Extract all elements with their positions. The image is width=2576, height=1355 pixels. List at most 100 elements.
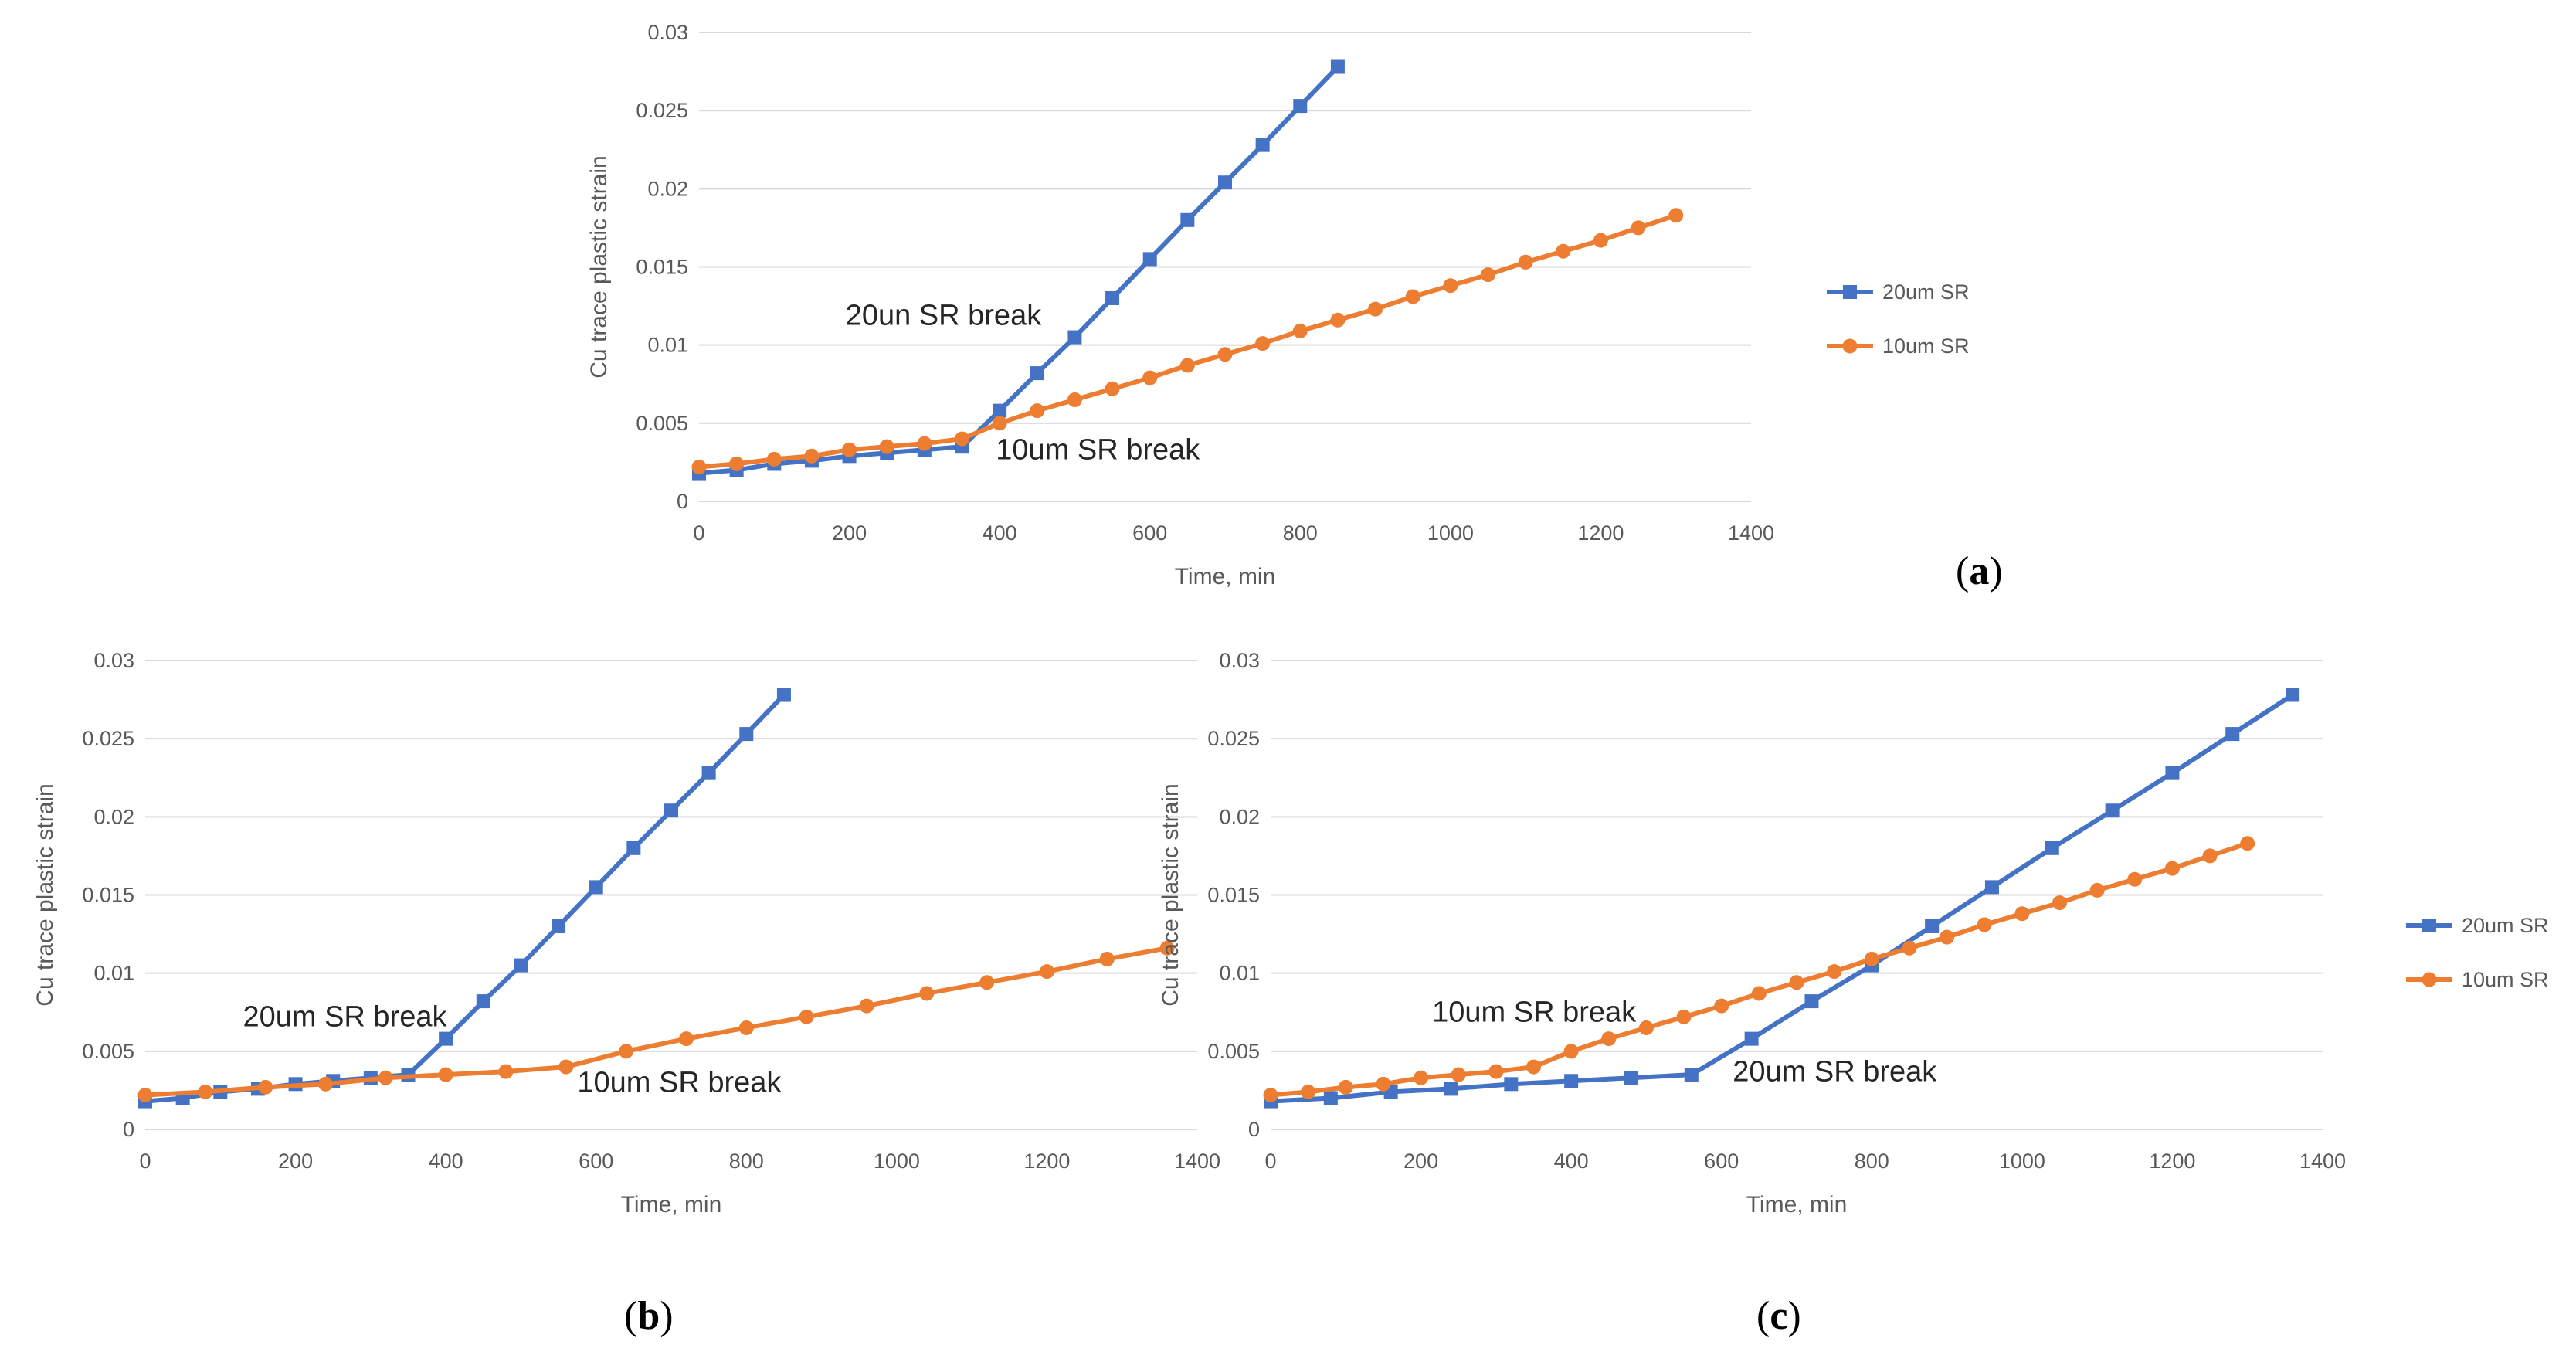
chart-a-annotation-1: 20un SR break	[846, 299, 1042, 331]
chart-b-series-circle-point	[1159, 940, 1175, 956]
chart-a-series-circle-point	[1556, 243, 1571, 259]
chart-c-y-tick-label: 0.01	[1219, 962, 1260, 985]
chart-b-series-square-point	[626, 841, 641, 855]
chart-c-series-square-line	[1270, 692, 2294, 1104]
chart-b-series-circle-point	[198, 1084, 213, 1099]
chart-a-series-square-point	[1218, 175, 1232, 190]
chart-a-series-circle-point	[1030, 403, 1045, 419]
chart-b-series-square-point	[514, 958, 528, 973]
chart-a-series-circle-point	[992, 416, 1007, 431]
chart-c-series-square-point	[2165, 766, 2180, 780]
chart-c-series-square-point	[1744, 1031, 1759, 1046]
chart-c-series-square-point	[1444, 1082, 1458, 1096]
chart-c-legend-swatch-marker	[2422, 972, 2437, 987]
chart-a-series-circle-point	[1368, 301, 1383, 317]
chart-b-series-square-point	[776, 688, 791, 702]
chart-b-y-tick-label: 0.025	[82, 727, 134, 750]
chart-c-series-square-point	[2286, 688, 2300, 702]
chart-a-series-square-point	[1105, 290, 1120, 305]
chart-b-x-tick-label: 0	[139, 1150, 151, 1173]
panel-label-a-close: )	[1989, 549, 2002, 593]
chart-c-series-circle-point	[2127, 871, 2143, 887]
chart-b-series-circle-point	[979, 975, 995, 990]
chart-b-x-tick-label: 1200	[1023, 1150, 1070, 1173]
chart-a-series-circle-point	[1255, 336, 1271, 351]
chart-b-x-axis-label: Time, min	[621, 1192, 722, 1217]
chart-a-series-circle-point	[1593, 233, 1608, 248]
chart-b-series-circle-point	[859, 998, 874, 1014]
chart-c-series-square-point	[1624, 1071, 1638, 1085]
chart-c-series-circle-point	[1977, 917, 1992, 932]
chart-c-series-square-point	[1323, 1091, 1338, 1105]
chart-a-x-tick-label: 1000	[1427, 521, 1474, 545]
chart-c-series-circle-point	[1864, 951, 1879, 966]
chart-a-series-circle-point	[917, 436, 932, 451]
chart-a-series-square-point	[1067, 330, 1082, 345]
chart-a-annotation-2: 10um SR break	[996, 433, 1200, 466]
chart-a-y-tick-label: 0.025	[636, 99, 688, 122]
chart-c-series-circle-point	[2089, 882, 2105, 898]
chart-c-legend-swatch-marker	[2422, 919, 2436, 932]
chart-c-y-tick-label: 0	[1248, 1118, 1260, 1141]
chart-c-series-circle-point	[1376, 1076, 1391, 1092]
chart-panel-c: 0 0.005 0.01 0.015 0.02 0.025 0.03 0 200 400 600 80…	[1158, 649, 2549, 1217]
chart-c-x-tick-label: 0	[1264, 1150, 1276, 1173]
chart-b-series-square-point	[739, 727, 754, 742]
chart-b-series-circle-point	[678, 1031, 694, 1047]
chart-b-series-circle-point	[378, 1070, 393, 1085]
chart-a-x-tick-label: 200	[832, 521, 867, 545]
chart-b-y-tick-label: 0.01	[93, 962, 134, 985]
chart-c-series-circle-point	[2240, 836, 2255, 851]
chart-c-x-tick-label: 1400	[2299, 1150, 2346, 1173]
chart-c-series-square-point	[1564, 1074, 1579, 1088]
chart-c-series-circle-point	[1638, 1020, 1654, 1035]
chart-a-series-circle-point	[1443, 278, 1458, 294]
panel-label-b-open: (	[624, 1294, 637, 1338]
chart-c-series-square-point	[1684, 1068, 1699, 1082]
chart-c-y-tick-label: 0.005	[1207, 1040, 1260, 1063]
chart-a-legend-label: 10um SR	[1882, 335, 1970, 358]
chart-b-series-square-point	[701, 766, 716, 780]
chart-b-series-circle-point	[738, 1020, 754, 1035]
chart-c-series-circle-point	[1301, 1084, 1316, 1099]
chart-a-x-tick-label: 0	[693, 521, 704, 545]
chart-b-x-tick-label: 800	[729, 1150, 764, 1173]
chart-b-series-square-point	[439, 1031, 453, 1046]
chart-a-y-axis-label: Cu trace plastic strain	[586, 155, 612, 378]
chart-b-y-tick-label: 0.015	[82, 884, 134, 907]
chart-c-y-axis-label: Cu trace plastic strain	[1158, 783, 1183, 1006]
chart-a-series-circle-point	[729, 456, 745, 471]
chart-a-series-circle-point	[766, 451, 782, 467]
panel-label-a-letter: a	[1969, 549, 1989, 593]
chart-c-y-tick-label: 0.015	[1207, 884, 1260, 907]
chart-b-series-circle-point	[137, 1087, 153, 1102]
chart-a-series-circle-point	[879, 439, 894, 454]
chart-c-y-tick-label: 0.03	[1219, 649, 1260, 672]
chart-b-y-tick-label: 0.03	[93, 649, 134, 672]
chart-c-series-circle-point	[1714, 998, 1729, 1014]
chart-c-series-circle-point	[1338, 1079, 1353, 1095]
chart-c-x-axis-label: Time, min	[1746, 1192, 1848, 1217]
chart-a-y-tick-label: 0	[677, 490, 688, 513]
chart-b-annotation-2: 10um SR break	[577, 1066, 782, 1099]
chart-c-series-circle-point	[1676, 1009, 1692, 1024]
chart-b-series-square-point	[476, 994, 490, 1009]
chart-c-series-square-point	[1504, 1077, 1519, 1092]
chart-b-series-circle-point	[1099, 951, 1115, 966]
chart-c-y-tick-label: 0.025	[1207, 727, 1260, 750]
chart-a-series-circle-point	[1668, 208, 1684, 223]
chart-c-series-circle-point	[2202, 848, 2218, 864]
chart-b-series-square-point	[589, 880, 603, 895]
chart-a-y-tick-label: 0.015	[636, 256, 688, 279]
panel-label-c-close: )	[1787, 1294, 1800, 1338]
chart-a-series-circle-point	[1105, 381, 1120, 396]
chart-c-annotation-1: 10um SR break	[1432, 996, 1637, 1028]
chart-a-legend-swatch-marker	[1843, 285, 1857, 299]
chart-b-y-tick-label: 0	[123, 1118, 134, 1141]
chart-b-series-circle-point	[558, 1059, 574, 1075]
chart-a-series-circle-point	[955, 431, 969, 447]
chart-b-x-tick-label: 600	[579, 1150, 613, 1173]
chart-a-x-tick-label: 1400	[1728, 521, 1774, 545]
chart-c-legend-label: 10um SR	[2462, 968, 2549, 991]
